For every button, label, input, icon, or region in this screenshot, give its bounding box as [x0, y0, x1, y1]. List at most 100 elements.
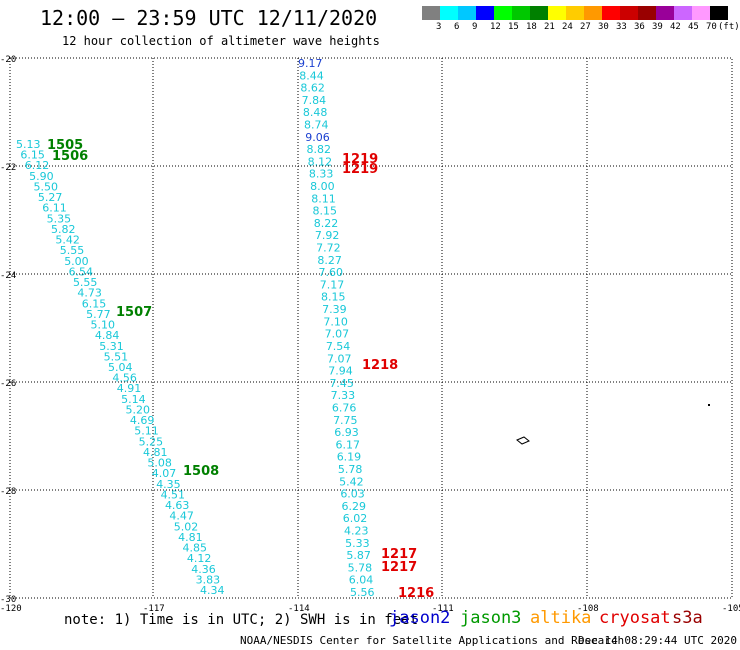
legend-swatch: [458, 6, 476, 20]
swh-value-west: 5.02: [174, 520, 199, 533]
color-legend: [422, 6, 728, 20]
legend-label: 3: [436, 22, 442, 32]
lon-label: -105: [722, 604, 740, 614]
page-title: 12:00 – 23:59 UTC 12/11/2020: [40, 6, 378, 30]
swh-value-east: 6.29: [342, 500, 367, 513]
swh-value-east: 6.76: [332, 401, 357, 414]
lon-label: -117: [143, 604, 165, 614]
swh-value-west: 5.13: [16, 138, 41, 151]
lat-label: -20: [0, 55, 16, 65]
legend-label: 42: [670, 22, 681, 32]
legend-label: 33: [616, 22, 627, 32]
legend-swatch: [530, 6, 548, 20]
swh-value-west: 4.12: [187, 552, 212, 565]
swh-value-east: 7.54: [326, 340, 351, 353]
swh-value-east: 8.00: [310, 180, 335, 193]
legend-swatch: [494, 6, 512, 20]
swh-value-east: 6.93: [334, 426, 359, 439]
swh-value-west: 5.14: [121, 393, 145, 406]
swh-value-west: 4.91: [117, 382, 142, 395]
legend-label: (ft): [718, 22, 740, 32]
swh-value-west: 5.55: [73, 276, 98, 289]
pass-time-label: 1506: [52, 149, 88, 164]
legend-swatch: [656, 6, 674, 20]
swh-value-east: 8.48: [303, 106, 328, 119]
credit-text: NOAA/NESDIS Center for Satellite Applica…: [240, 634, 625, 647]
map-frame: [9, 57, 733, 599]
mission-label: s3a: [672, 608, 703, 628]
swh-value-east: 8.12: [308, 155, 333, 168]
legend-label: 6: [454, 22, 460, 32]
swh-value-east: 8.22: [314, 217, 339, 230]
swh-value-east: 7.84: [302, 94, 327, 107]
swh-value-east: 7.45: [329, 377, 354, 390]
lon-label: -120: [0, 604, 22, 614]
swh-value-west: 3.83: [196, 573, 221, 586]
legend-label: 30: [598, 22, 609, 32]
swh-value-west: 6.11: [42, 202, 67, 215]
swh-value-west: 4.85: [182, 542, 207, 555]
swh-value-east: 6.19: [337, 451, 362, 464]
swh-value-east: 8.11: [311, 192, 336, 205]
swh-value-west: 5.42: [55, 234, 80, 247]
legend-label: 18: [526, 22, 537, 32]
swh-value-west: 4.84: [95, 329, 120, 342]
legend-label: 15: [508, 22, 519, 32]
swh-value-east: 6.04: [349, 574, 374, 587]
swh-value-east: 7.75: [333, 414, 358, 427]
swh-value-west: 5.35: [47, 212, 72, 225]
legend-swatch: [674, 6, 692, 20]
swh-value-west: 4.36: [191, 563, 216, 576]
pass-time-label: 1507: [116, 305, 152, 320]
pass-time-label: 1219: [342, 162, 378, 177]
pass-time-label: 1505: [47, 138, 83, 153]
swh-value-west: 5.77: [86, 308, 111, 321]
swh-value-west: 5.82: [51, 223, 76, 236]
lat-label: -22: [0, 163, 16, 173]
footer-note: note: 1) Time is in UTC; 2) SWH is in fe…: [64, 612, 419, 628]
swh-value-east: 8.44: [299, 69, 324, 82]
page-subtitle: 12 hour collection of altimeter wave hei…: [62, 34, 380, 48]
swh-value-west: 4.69: [130, 414, 155, 427]
swh-value-east: 7.72: [316, 242, 341, 255]
pass-time-label: 1217: [381, 560, 417, 575]
swh-value-east: 7.07: [327, 352, 352, 365]
swh-value-west: 4.73: [77, 287, 102, 300]
lat-label: -28: [0, 487, 16, 497]
swh-value-west: 4.56: [112, 372, 137, 385]
swh-value-east: 7.17: [320, 278, 345, 291]
swh-value-west: 5.51: [104, 350, 129, 363]
pass-time-label: 1216: [398, 586, 434, 601]
legend-label: 36: [634, 22, 645, 32]
legend-swatch: [602, 6, 620, 20]
swh-value-east: 9.06: [305, 131, 330, 144]
legend-swatch: [512, 6, 530, 20]
lat-label: -26: [0, 379, 16, 389]
swh-value-west: 5.55: [60, 244, 85, 257]
legend-swatch: [476, 6, 494, 20]
pass-time-label: 1508: [183, 464, 219, 479]
mission-label: altika: [530, 608, 592, 628]
legend-label: 9: [472, 22, 478, 32]
swh-value-west: 5.08: [147, 457, 172, 470]
legend-swatch: [566, 6, 584, 20]
swh-value-west: 4.51: [161, 488, 186, 501]
legend-label: 21: [544, 22, 555, 32]
legend-swatch: [440, 6, 458, 20]
swh-value-east: 7.92: [315, 229, 340, 242]
island-outline: [516, 436, 530, 445]
swh-value-east: 5.87: [346, 549, 371, 562]
pass-time-label: 1218: [362, 358, 398, 373]
swh-value-west: 4.35: [156, 478, 181, 491]
legend-label: 24: [562, 22, 573, 32]
mission-label: jason3: [460, 608, 522, 628]
swh-value-east: 5.42: [339, 475, 364, 488]
legend-label: 70: [706, 22, 717, 32]
legend-swatch: [692, 6, 710, 20]
swh-value-east: 8.15: [313, 205, 338, 218]
swh-value-west: 5.25: [139, 435, 164, 448]
swh-value-east: 8.74: [304, 119, 329, 132]
swh-value-east: 8.82: [306, 143, 331, 156]
